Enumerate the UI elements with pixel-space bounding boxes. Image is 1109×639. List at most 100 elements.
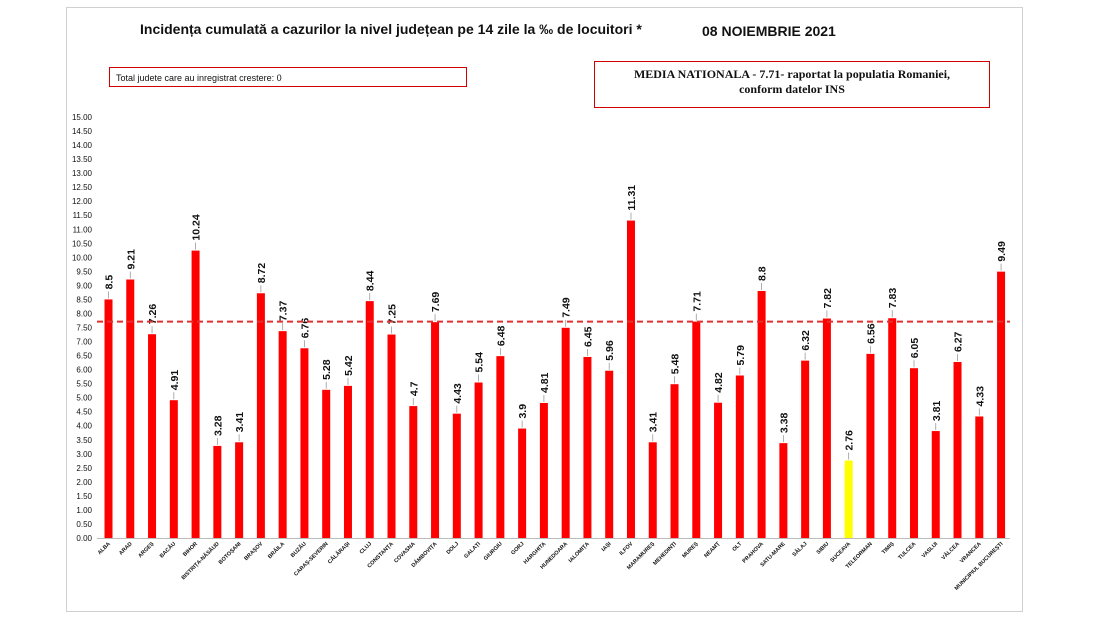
y-tick-label: 8.50 xyxy=(76,295,92,304)
bar xyxy=(387,334,396,538)
bar xyxy=(888,318,897,538)
national-average-line2: conform datelor INS xyxy=(739,82,845,96)
x-tick-label: GALAȚI xyxy=(463,541,482,560)
bar xyxy=(431,322,440,538)
data-label: 3.81 xyxy=(931,400,943,421)
y-tick-label: 13.00 xyxy=(72,169,93,178)
bar xyxy=(278,331,287,538)
data-label: 8.44 xyxy=(365,271,377,292)
x-tick-label: GORJ xyxy=(510,541,525,556)
x-tick-label: SUCEAVA xyxy=(829,541,852,564)
national-average-line1: MEDIA NATIONALA - 7.71- raportat la popu… xyxy=(633,67,951,81)
data-label: 6.76 xyxy=(299,318,311,339)
x-tick-label: DOLJ xyxy=(446,541,461,556)
increase-summary-box: Total judete care au inregistrat crester… xyxy=(109,67,467,87)
y-tick-label: 10.00 xyxy=(72,253,93,262)
bar xyxy=(975,416,984,538)
data-label: 5.54 xyxy=(474,352,486,373)
bar xyxy=(496,356,505,538)
data-label: 3.41 xyxy=(648,412,660,433)
x-tick-label: BRAȘOV xyxy=(243,541,264,562)
x-tick-label: OLT xyxy=(732,541,744,553)
data-label: 6.56 xyxy=(865,323,877,344)
x-tick-label: SIBIU xyxy=(816,541,831,556)
bar xyxy=(518,428,527,538)
y-tick-label: 1.00 xyxy=(76,506,92,515)
bar xyxy=(539,402,548,538)
x-tick-label: GIURGIU xyxy=(483,541,504,562)
y-tick-label: 13.50 xyxy=(72,155,93,164)
x-tick-label: BUZĂU xyxy=(289,540,308,559)
data-label: 7.49 xyxy=(561,297,573,318)
x-tick-label: VÂLCEA xyxy=(940,540,961,561)
data-label: 4.43 xyxy=(452,383,464,404)
data-label: 6.45 xyxy=(582,326,594,347)
x-tick-label: ILFOV xyxy=(619,541,635,557)
data-label: 8.5 xyxy=(104,275,116,290)
data-label: 3.38 xyxy=(778,413,790,434)
data-label: 6.27 xyxy=(953,331,965,352)
bar xyxy=(735,375,744,538)
x-tick-label: TIMIȘ xyxy=(881,541,896,556)
y-tick-label: 11.50 xyxy=(73,211,93,220)
x-tick-label: BIHOR xyxy=(182,541,199,558)
bar xyxy=(169,400,178,538)
y-tick-label: 0.50 xyxy=(76,520,92,529)
x-tick-label: MUREȘ xyxy=(681,541,700,560)
y-tick-label: 3.50 xyxy=(76,436,92,445)
data-label: 6.48 xyxy=(495,326,507,347)
bar xyxy=(583,356,592,538)
y-tick-label: 7.50 xyxy=(76,324,92,333)
y-tick-label: 14.00 xyxy=(72,141,93,150)
bar xyxy=(670,384,679,538)
x-tick-label: CĂLĂRAȘI xyxy=(326,540,351,565)
y-tick-label: 10.50 xyxy=(72,239,93,248)
data-label: 7.26 xyxy=(147,304,159,325)
y-tick-label: 2.50 xyxy=(76,464,92,473)
data-label: 7.83 xyxy=(887,288,899,309)
bar xyxy=(931,431,940,538)
bar xyxy=(866,353,875,538)
y-tick-label: 9.00 xyxy=(76,281,92,290)
data-label: 7.71 xyxy=(691,291,703,312)
y-tick-label: 4.00 xyxy=(76,422,92,431)
x-tick-label: BRĂILA xyxy=(266,540,286,560)
bar xyxy=(235,442,244,538)
national-average-box: MEDIA NATIONALA - 7.71- raportat la popu… xyxy=(594,61,990,108)
x-tick-label: ARGEȘ xyxy=(137,541,155,559)
x-tick-label: ALBA xyxy=(97,541,112,556)
x-tick-label: TULCEA xyxy=(897,541,917,561)
x-tick-label: BACĂU xyxy=(158,540,177,559)
data-label: 4.81 xyxy=(539,372,551,393)
data-label: 4.82 xyxy=(713,372,725,393)
y-tick-label: 6.50 xyxy=(76,352,92,361)
data-label: 11.31 xyxy=(626,185,638,211)
data-label: 5.79 xyxy=(735,345,747,366)
data-label: 9.49 xyxy=(996,241,1008,262)
y-tick-label: 7.00 xyxy=(76,338,92,347)
bar xyxy=(409,406,418,538)
bar xyxy=(365,301,374,538)
y-tick-label: 2.00 xyxy=(76,478,92,487)
data-label: 7.69 xyxy=(430,292,442,313)
data-label: 4.33 xyxy=(974,386,986,407)
data-label: 8.72 xyxy=(256,263,268,284)
x-tick-label: IAȘI xyxy=(601,541,613,553)
data-label: 5.48 xyxy=(670,354,682,375)
x-tick-label: IALOMIȚA xyxy=(568,541,591,564)
bar xyxy=(692,321,701,538)
bar xyxy=(909,368,918,538)
data-label: 10.24 xyxy=(191,214,203,240)
bar xyxy=(801,360,810,538)
data-label: 8.8 xyxy=(757,266,769,281)
y-tick-label: 5.00 xyxy=(76,394,92,403)
bar xyxy=(714,402,723,538)
x-tick-label: SĂLAJ xyxy=(791,540,809,558)
x-tick-label: BISTRIȚA-NĂSĂUD xyxy=(180,540,221,581)
bar xyxy=(779,443,788,538)
data-label: 3.9 xyxy=(517,404,529,419)
y-tick-label: 14.50 xyxy=(72,127,93,136)
bar xyxy=(648,442,657,538)
x-tick-label: VASLUI xyxy=(921,541,940,560)
